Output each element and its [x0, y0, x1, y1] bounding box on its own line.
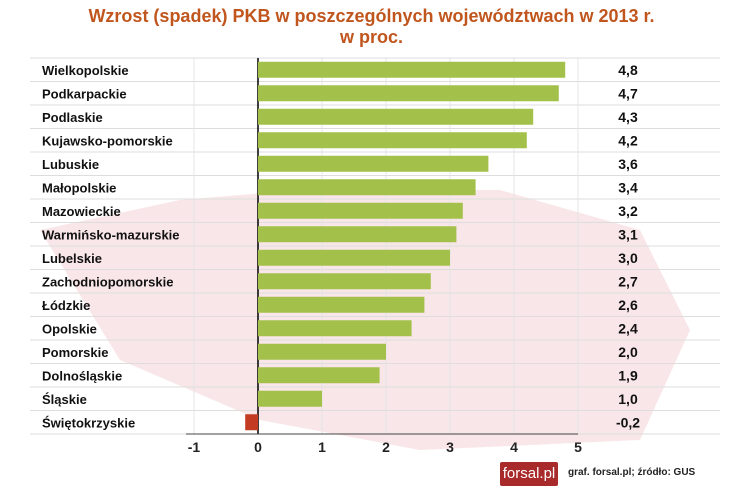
bar	[258, 390, 322, 407]
value-label: 3,1	[618, 226, 638, 242]
bar	[258, 132, 527, 149]
category-label: Łódzkie	[42, 298, 90, 313]
value-label: 1,9	[618, 367, 638, 383]
value-label: 4,8	[618, 62, 638, 78]
source-credit: graf. forsal.pl; źródło: GUS	[568, 467, 696, 478]
bar	[245, 414, 258, 431]
x-tick-label: 1	[318, 439, 326, 455]
x-tick-label: -1	[188, 439, 201, 455]
category-label: Podkarpackie	[42, 86, 127, 101]
category-label: Dolnośląskie	[42, 368, 122, 383]
value-label: 3,0	[618, 250, 638, 266]
bar	[258, 226, 457, 243]
bar	[258, 320, 412, 337]
value-label: 2,0	[618, 344, 638, 360]
bar	[258, 179, 476, 196]
value-label: 3,6	[618, 156, 638, 172]
bar	[258, 202, 463, 219]
value-label: 4,7	[618, 85, 638, 101]
category-label: Śląskie	[42, 392, 87, 407]
value-label: -0,2	[616, 414, 640, 430]
title-line2: w proc.	[339, 27, 403, 47]
bar	[258, 85, 559, 102]
x-tick-label: 3	[446, 439, 454, 455]
category-label: Mazowieckie	[42, 204, 121, 219]
category-label: Wielkopolskie	[42, 63, 129, 78]
map-background	[40, 190, 690, 450]
value-label: 3,4	[618, 179, 638, 195]
x-tick-label: 0	[254, 439, 262, 455]
forsal-logo: forsal.pl	[500, 462, 558, 486]
category-label: Warmińsko-mazurskie	[42, 227, 180, 242]
bar	[258, 273, 431, 290]
value-label: 4,2	[618, 132, 638, 148]
bar	[258, 367, 380, 384]
value-label: 2,6	[618, 297, 638, 313]
value-label: 1,0	[618, 391, 638, 407]
category-label: Kujawsko-pomorskie	[42, 133, 173, 148]
title-line1: Wzrost (spadek) PKB w poszczególnych woj…	[88, 6, 655, 26]
value-label: 4,3	[618, 109, 638, 125]
category-label: Lubuskie	[42, 157, 99, 172]
bar	[258, 249, 450, 266]
x-tick-label: 4	[510, 439, 518, 455]
category-label: Podlaskie	[42, 110, 103, 125]
category-label: Opolskie	[42, 321, 97, 336]
category-label: Małopolskie	[42, 180, 116, 195]
x-tick-label: 5	[574, 439, 582, 455]
bar	[258, 155, 489, 172]
bar	[258, 296, 425, 313]
x-tick-label: 2	[382, 439, 390, 455]
category-label: Pomorskie	[42, 345, 108, 360]
category-label: Lubelskie	[42, 251, 102, 266]
chart-title: Wzrost (spadek) PKB w poszczególnych woj…	[0, 6, 743, 48]
category-label: Zachodniopomorskie	[42, 274, 173, 289]
bar	[258, 343, 386, 360]
bar	[258, 108, 534, 125]
value-label: 2,7	[618, 273, 638, 289]
bar	[258, 61, 566, 78]
value-label: 3,2	[618, 203, 638, 219]
value-label: 2,4	[618, 320, 638, 336]
category-label: Świętokrzyskie	[42, 415, 135, 430]
